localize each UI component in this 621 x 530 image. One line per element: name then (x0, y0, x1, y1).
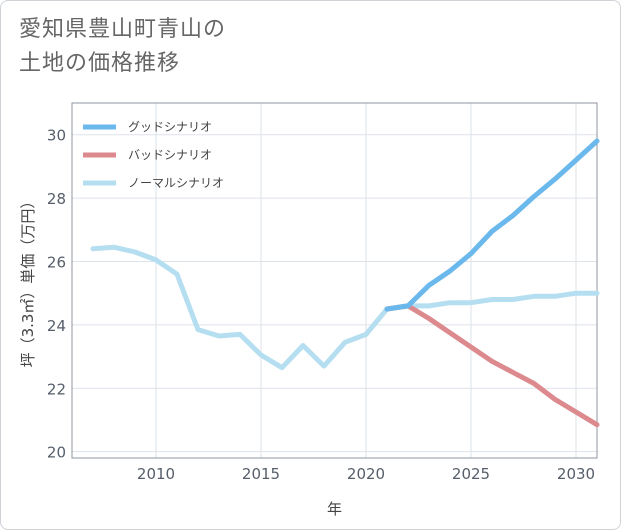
x-axis-label: 年 (327, 500, 342, 518)
y-axis-label: 坪（3.3㎡）単価（万円） (19, 194, 37, 368)
series-line-1 (384, 138, 600, 312)
legend-label: ノーマルシナリオ (128, 176, 224, 190)
x-tick-label: 2010 (137, 465, 175, 483)
series-lines (90, 138, 600, 428)
chart-title-line-1: 愛知県豊山町青山の (19, 17, 227, 42)
y-tick-label: 24 (47, 317, 66, 335)
legend-label: グッドシナリオ (128, 120, 212, 134)
x-tick-label: 2015 (242, 465, 280, 483)
y-tick-label: 20 (47, 444, 66, 462)
chart-title-line-2: 土地の価格推移 (19, 51, 181, 76)
legend-label: バッドシナリオ (128, 148, 212, 162)
y-tick-label: 26 (47, 253, 66, 271)
plot-area-frame (71, 102, 598, 459)
series-line-3 (90, 244, 600, 371)
axis-ticks: 2010 2015 2020 2025 2030 20 22 24 26 28 30 (47, 127, 595, 483)
chart-title: 愛知県豊山町青山の 土地の価格推移 (19, 13, 226, 81)
x-tick-label: 2030 (557, 465, 595, 483)
y-tick-label: 30 (47, 127, 66, 145)
grid-lines (72, 103, 597, 458)
y-tick-label: 28 (47, 190, 66, 208)
y-tick-label: 22 (47, 380, 66, 398)
x-tick-label: 2020 (347, 465, 385, 483)
x-tick-label: 2025 (452, 465, 490, 483)
series-line-2 (384, 303, 600, 428)
